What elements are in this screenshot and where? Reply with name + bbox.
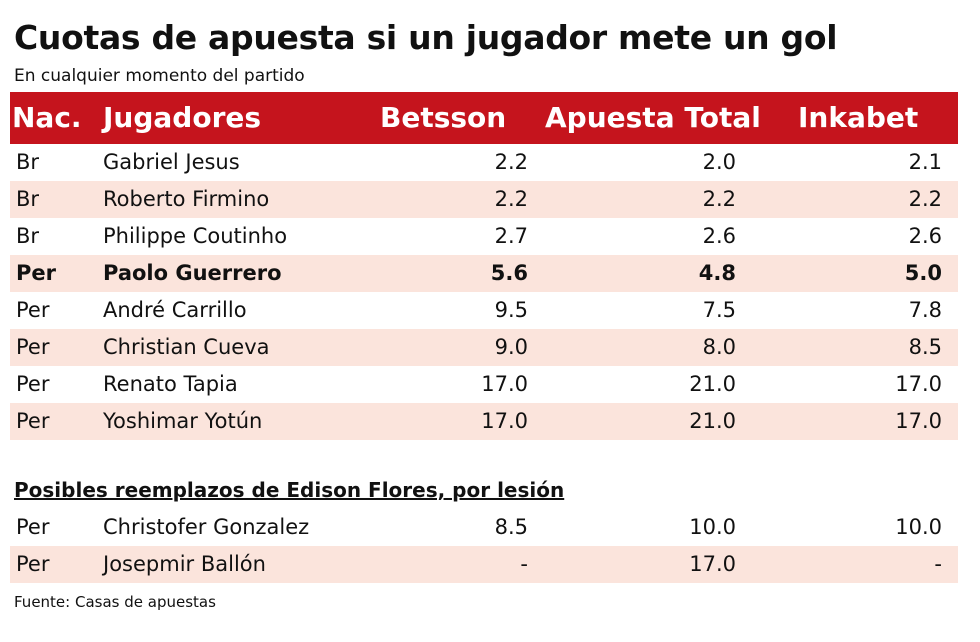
- cell-player-name: Yoshimar Yotún: [103, 409, 263, 433]
- page-subtitle: En cualquier momento del partido: [14, 66, 305, 86]
- cell-nac: Br: [16, 150, 40, 174]
- cell-inkabet: 8.5: [908, 335, 942, 359]
- cell-betsson: 2.2: [494, 150, 528, 174]
- cell-apuesta-total: 17.0: [689, 552, 736, 576]
- cell-player-name: Paolo Guerrero: [103, 261, 282, 285]
- cell-nac: Per: [16, 409, 50, 433]
- header-nac: Nac.: [12, 101, 82, 134]
- cell-betsson: 2.7: [494, 224, 528, 248]
- cell-inkabet: 5.0: [904, 261, 942, 285]
- cell-apuesta-total: 4.8: [698, 261, 736, 285]
- header-jugadores: Jugadores: [103, 101, 262, 134]
- cell-inkabet: -: [934, 552, 942, 576]
- cell-player-name: Gabriel Jesus: [103, 150, 240, 174]
- source-note: Fuente: Casas de apuestas: [14, 593, 216, 611]
- cell-inkabet: 7.8: [908, 298, 942, 322]
- cell-betsson: 9.5: [494, 298, 528, 322]
- cell-player-name: Christofer Gonzalez: [103, 515, 310, 539]
- cell-betsson: 9.0: [494, 335, 528, 359]
- cell-nac: Br: [16, 224, 40, 248]
- replacements-heading: Posibles reemplazos de Edison Flores, po…: [14, 478, 565, 502]
- cell-inkabet: 17.0: [895, 409, 942, 433]
- cell-player-name: Roberto Firmino: [103, 187, 270, 211]
- header-betsson: Betsson: [380, 101, 507, 134]
- cell-nac: Per: [16, 335, 50, 359]
- cell-inkabet: 10.0: [895, 515, 942, 539]
- cell-betsson: -: [520, 552, 528, 576]
- table-row: Per Christofer Gonzalez 8.5 10.0 10.0: [10, 509, 958, 546]
- cell-inkabet: 2.2: [908, 187, 942, 211]
- table-row: Per Christian Cueva 9.0 8.0 8.5: [10, 329, 958, 366]
- table-row: Br Roberto Firmino 2.2 2.2 2.2: [10, 181, 958, 218]
- table-row: Per Yoshimar Yotún 17.0 21.0 17.0: [10, 403, 958, 440]
- header-inkabet: Inkabet: [798, 101, 919, 134]
- cell-betsson: 17.0: [481, 372, 528, 396]
- table-row: Br Gabriel Jesus 2.2 2.0 2.1: [10, 144, 958, 181]
- table-row: Br Philippe Coutinho 2.7 2.6 2.6: [10, 218, 958, 255]
- table-row: Per Renato Tapia 17.0 21.0 17.0: [10, 366, 958, 403]
- page-title: Cuotas de apuesta si un jugador mete un …: [14, 18, 838, 57]
- cell-betsson: 8.5: [494, 515, 528, 539]
- cell-nac: Br: [16, 187, 40, 211]
- table-header: Nac. Jugadores Betsson Apuesta Total Ink…: [10, 92, 958, 144]
- cell-apuesta-total: 7.5: [702, 298, 736, 322]
- cell-nac: Per: [16, 298, 50, 322]
- cell-player-name: Josepmir Ballón: [103, 552, 266, 576]
- cell-apuesta-total: 2.6: [702, 224, 736, 248]
- cell-player-name: Philippe Coutinho: [103, 224, 288, 248]
- cell-nac: Per: [16, 372, 50, 396]
- cell-player-name: Christian Cueva: [103, 335, 270, 359]
- cell-nac: Per: [16, 261, 56, 285]
- cell-player-name: André Carrillo: [103, 298, 247, 322]
- cell-apuesta-total: 8.0: [702, 335, 736, 359]
- cell-apuesta-total: 10.0: [689, 515, 736, 539]
- table-row-highlighted: Per Paolo Guerrero 5.6 4.8 5.0: [10, 255, 958, 292]
- cell-apuesta-total: 2.0: [702, 150, 736, 174]
- table-row: Per André Carrillo 9.5 7.5 7.8: [10, 292, 958, 329]
- header-apuesta-total: Apuesta Total: [545, 101, 761, 134]
- cell-inkabet: 2.1: [908, 150, 942, 174]
- cell-player-name: Renato Tapia: [103, 372, 238, 396]
- cell-apuesta-total: 21.0: [689, 409, 736, 433]
- cell-nac: Per: [16, 552, 50, 576]
- cell-betsson: 17.0: [481, 409, 528, 433]
- cell-apuesta-total: 21.0: [689, 372, 736, 396]
- table-row: Per Josepmir Ballón - 17.0 -: [10, 546, 958, 583]
- cell-nac: Per: [16, 515, 50, 539]
- cell-inkabet: 17.0: [895, 372, 942, 396]
- cell-betsson: 5.6: [490, 261, 528, 285]
- cell-apuesta-total: 2.2: [702, 187, 736, 211]
- cell-inkabet: 2.6: [908, 224, 942, 248]
- cell-betsson: 2.2: [494, 187, 528, 211]
